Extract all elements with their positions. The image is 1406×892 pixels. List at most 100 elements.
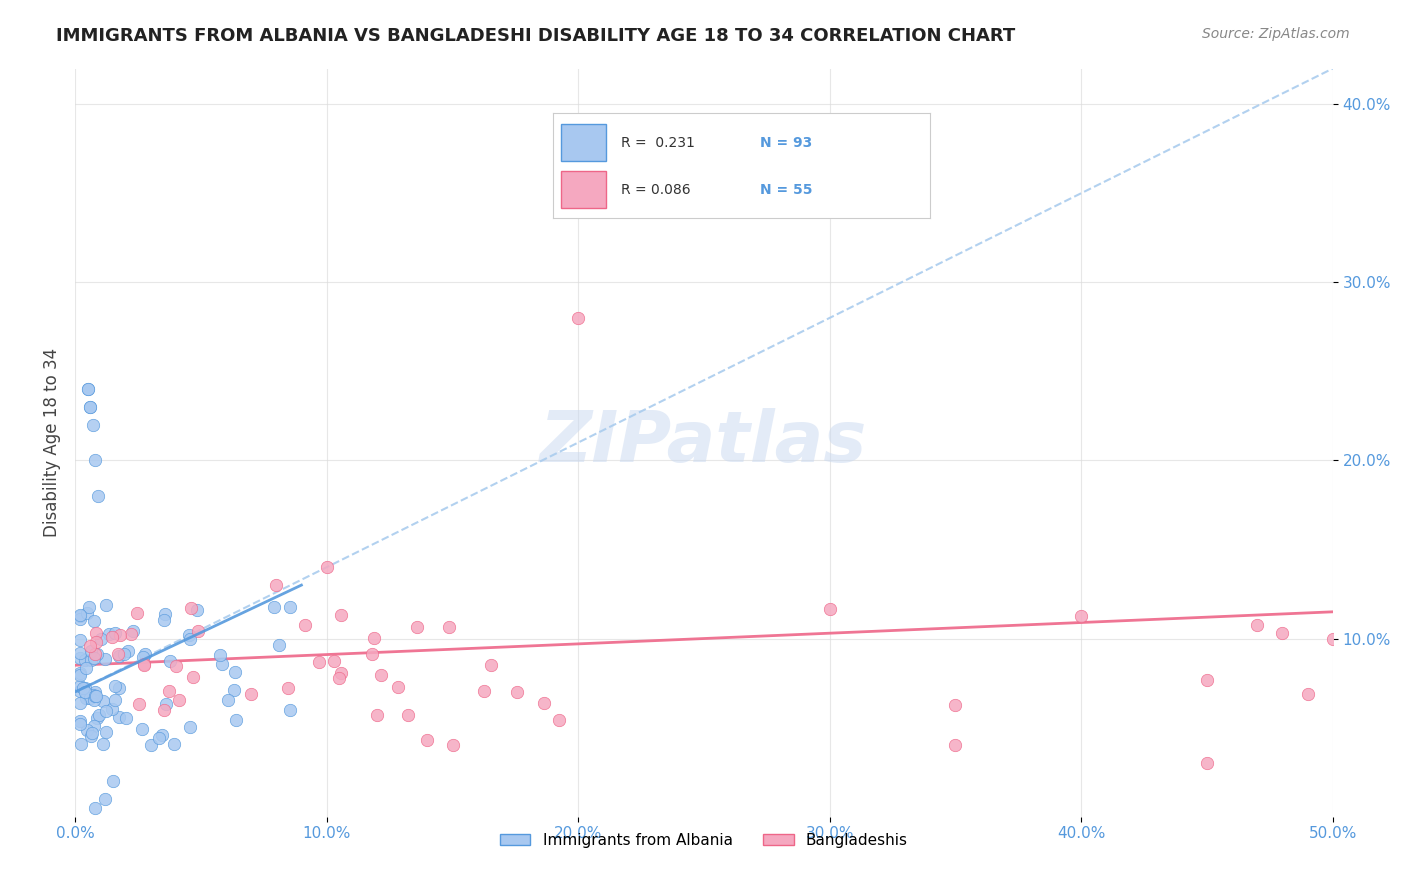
Point	[101, 774, 124, 789]
Point	[82, 688, 104, 702]
Point	[180, 600, 202, 615]
Point	[69, 714, 91, 729]
Point	[472, 684, 495, 698]
Legend: Immigrants from Albania, Bangladeshis: Immigrants from Albania, Bangladeshis	[494, 827, 914, 854]
Point	[945, 698, 967, 713]
Point	[84, 647, 107, 661]
Point	[75, 661, 97, 675]
Point	[329, 607, 352, 622]
Point	[79, 400, 101, 414]
Point	[75, 681, 97, 695]
Point	[396, 708, 419, 723]
Point	[108, 649, 131, 664]
Point	[370, 668, 392, 682]
Point	[1070, 609, 1092, 624]
Point	[1246, 617, 1268, 632]
Point	[82, 417, 104, 432]
Point	[264, 578, 287, 592]
Point	[115, 711, 138, 725]
Point	[89, 708, 111, 723]
Point	[117, 644, 139, 658]
Point	[132, 650, 155, 665]
Point	[1195, 673, 1218, 688]
Point	[76, 606, 98, 620]
Point	[94, 792, 117, 806]
Point	[186, 603, 208, 617]
Point	[222, 682, 245, 697]
Point	[76, 382, 98, 396]
Point	[70, 737, 93, 751]
Point	[121, 624, 143, 639]
Point	[155, 697, 177, 711]
Point	[267, 638, 290, 652]
Point	[84, 635, 107, 649]
Point	[127, 606, 149, 620]
Point	[294, 617, 316, 632]
Point	[86, 647, 108, 661]
Point	[69, 651, 91, 665]
Point	[179, 627, 201, 641]
Point	[1296, 687, 1319, 701]
Point	[315, 560, 337, 574]
Point	[278, 703, 301, 717]
Point	[83, 719, 105, 733]
Point	[441, 738, 464, 752]
Point	[278, 600, 301, 615]
Point	[104, 626, 127, 640]
Point	[69, 612, 91, 626]
Point	[84, 626, 107, 640]
Point	[139, 738, 162, 752]
Point	[330, 666, 353, 681]
Point	[153, 703, 176, 717]
Point	[159, 653, 181, 667]
Point	[225, 713, 247, 727]
Point	[80, 726, 103, 740]
Point	[91, 694, 114, 708]
Point	[84, 801, 107, 815]
Point	[86, 711, 108, 725]
Point	[100, 630, 122, 644]
Point	[134, 658, 156, 673]
Point	[73, 685, 96, 699]
Point	[79, 690, 101, 705]
Point	[163, 737, 186, 751]
Point	[187, 624, 209, 638]
Point	[72, 681, 94, 695]
Point	[167, 693, 190, 707]
Point	[84, 690, 107, 704]
Point	[208, 648, 231, 663]
Point	[83, 614, 105, 628]
Text: ZIPatlas: ZIPatlas	[540, 409, 868, 477]
Point	[91, 737, 114, 751]
Point	[211, 657, 233, 671]
Point	[165, 658, 187, 673]
Point	[179, 720, 201, 734]
Point	[86, 489, 108, 503]
Point	[90, 632, 112, 646]
Point	[1195, 756, 1218, 771]
Point	[69, 717, 91, 731]
Point	[69, 665, 91, 680]
Point	[416, 733, 439, 747]
Point	[108, 681, 131, 695]
Point	[80, 653, 103, 667]
Point	[1271, 626, 1294, 640]
Point	[153, 613, 176, 627]
Point	[308, 655, 330, 669]
Point	[128, 697, 150, 711]
Point	[479, 658, 502, 673]
Point	[945, 739, 967, 753]
Point	[84, 684, 107, 698]
Point	[181, 670, 204, 684]
Point	[75, 690, 97, 705]
Point	[506, 685, 529, 699]
Point	[94, 598, 117, 612]
Point	[107, 709, 129, 723]
Point	[148, 731, 170, 746]
Point	[93, 652, 115, 666]
Point	[80, 644, 103, 658]
Point	[86, 690, 108, 704]
Y-axis label: Disability Age 18 to 34: Disability Age 18 to 34	[44, 348, 60, 537]
Point	[79, 400, 101, 414]
Point	[179, 632, 201, 647]
